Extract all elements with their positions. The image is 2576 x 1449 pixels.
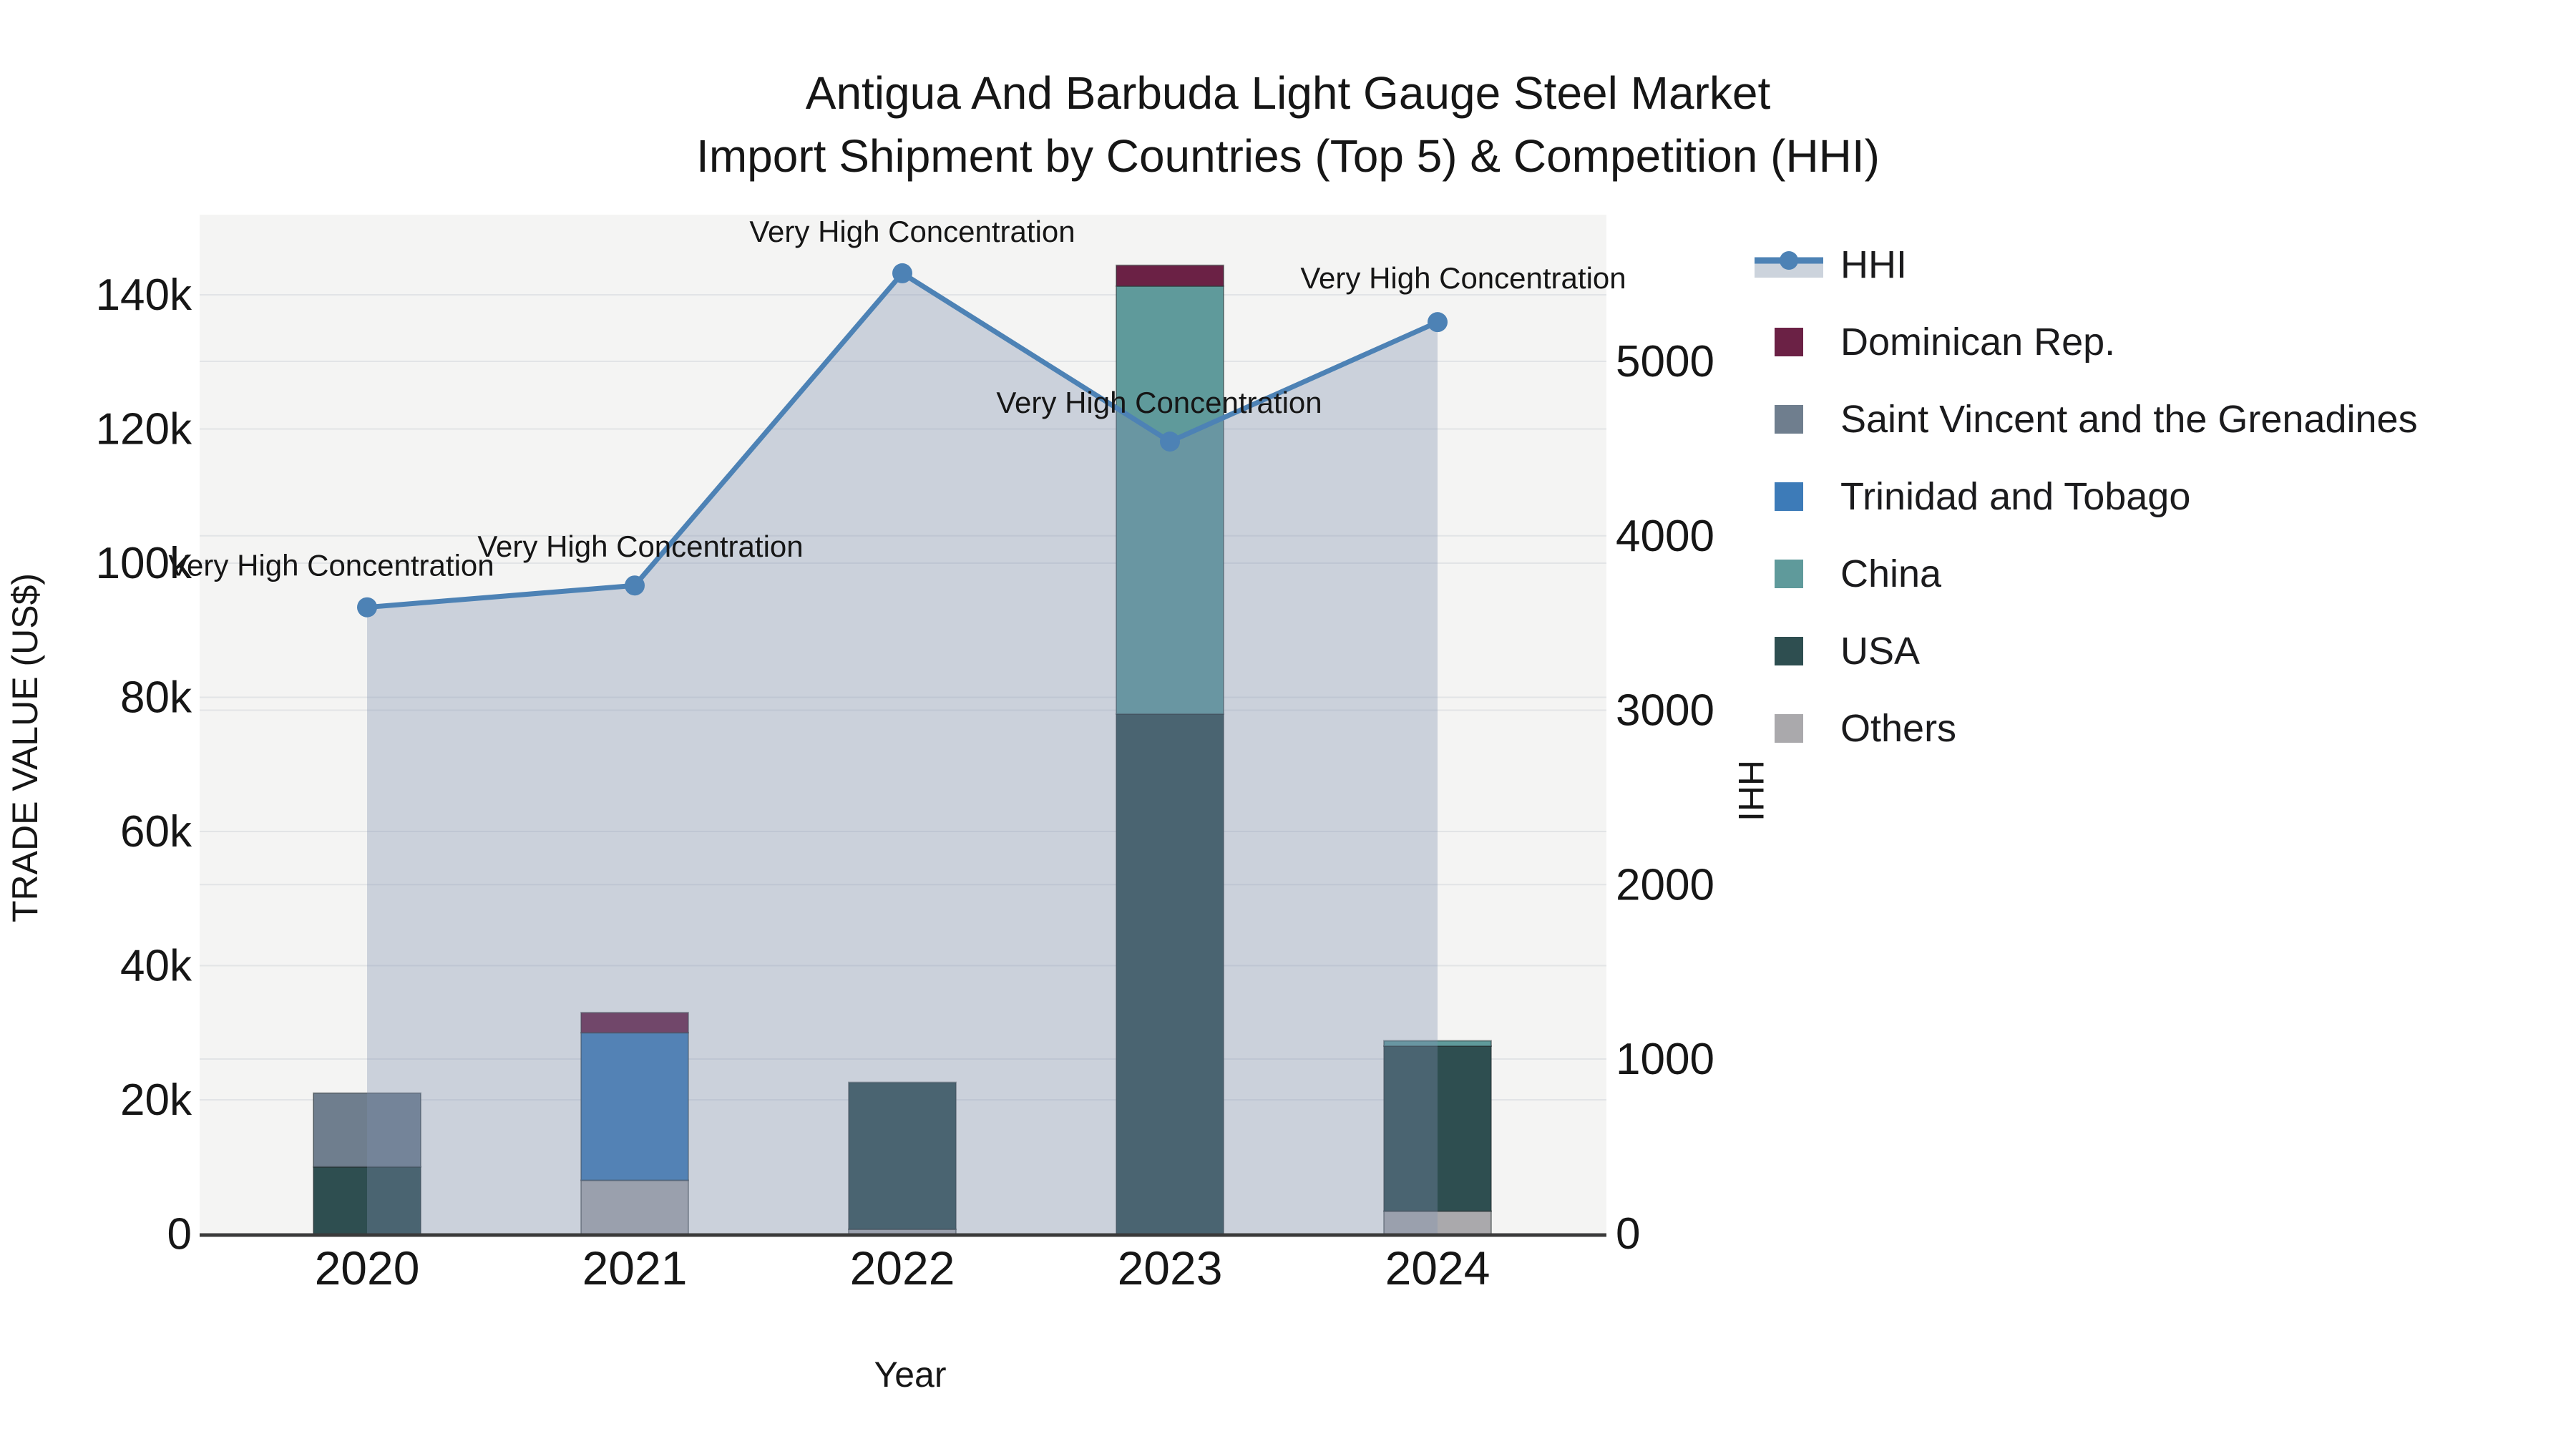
hhi-line-icon — [1755, 248, 1823, 282]
y-right-tick-0: 0 — [1616, 1209, 1640, 1259]
y-right-tick-4000: 4000 — [1616, 512, 1714, 561]
y-right-tick-5000: 5000 — [1616, 337, 1714, 386]
y-right-axis-title: HHI — [1731, 760, 1771, 821]
annotation-very-high-concentration-2021: Very High Concentration — [477, 530, 803, 563]
plot-background — [200, 215, 1606, 1235]
dominican-rep--color-swatch — [1775, 328, 1803, 356]
hhi-point-2023[interactable] — [1160, 431, 1180, 452]
annotation-very-high-concentration-2022: Very High Concentration — [749, 215, 1075, 248]
legend-item-trinidad-and-tobago[interactable]: Trinidad and Tobago — [1755, 458, 2418, 535]
x-axis-title: Year — [874, 1355, 946, 1395]
x-tick-2021: 2021 — [582, 1241, 688, 1294]
x-tick-2023: 2023 — [1118, 1241, 1223, 1294]
bar-segment-2023-dominican-rep-[interactable] — [1116, 264, 1224, 287]
hhi-point-2020[interactable] — [357, 597, 377, 618]
y-left-tick-40k: 40k — [120, 942, 192, 991]
y-right-tick-3000: 3000 — [1616, 686, 1714, 736]
bar-segment-2021-dominican-rep-[interactable] — [580, 1012, 689, 1034]
y-left-tick-140k: 140k — [96, 270, 192, 320]
legend-label-usa: USA — [1840, 630, 1921, 673]
y-left-tick-120k: 120k — [96, 405, 192, 454]
legend-label-trinidad-and-tobago: Trinidad and Tobago — [1840, 475, 2191, 518]
x-tick-2022: 2022 — [850, 1241, 955, 1294]
legend-item-saint-vincent-and-the-grenadines[interactable]: Saint Vincent and the Grenadines — [1755, 381, 2418, 458]
legend-item-others[interactable]: Others — [1755, 690, 2418, 767]
legend-label-others: Others — [1840, 707, 1957, 750]
others-swatch-icon — [1755, 711, 1823, 746]
legend-label-saint-vincent-and-the-grenadines: Saint Vincent and the Grenadines — [1840, 398, 2418, 441]
y-left-axis-title: TRADE VALUE (US$) — [5, 573, 45, 922]
chart-title-line1: Antigua And Barbuda Light Gauge Steel Ma… — [805, 67, 1771, 119]
saint-vincent-and-the-grenadines-swatch-icon — [1755, 402, 1823, 436]
trinidad-and-tobago-swatch-icon — [1755, 479, 1823, 514]
hhi-point-2021[interactable] — [625, 575, 645, 596]
bar-segment-2023-usa[interactable] — [1116, 713, 1224, 1235]
legend-label-dominican-rep-: Dominican Rep. — [1840, 321, 2116, 364]
saint-vincent-and-the-grenadines-color-swatch — [1775, 405, 1803, 434]
bar-segment-2022-usa[interactable] — [848, 1081, 957, 1230]
bar-segment-2024-usa[interactable] — [1383, 1045, 1492, 1212]
trinidad-and-tobago-color-swatch — [1775, 482, 1803, 511]
bar-segment-2020-saint-vincent-and-the-grenadines[interactable] — [313, 1092, 421, 1168]
bar-segment-2024-others[interactable] — [1383, 1210, 1492, 1235]
bar-segment-2020-usa[interactable] — [313, 1166, 421, 1235]
legend: HHI Dominican Rep. Saint Vincent and the G… — [1755, 226, 2418, 767]
china-swatch-icon — [1755, 557, 1823, 591]
y-left-tick-100k: 100k — [96, 539, 192, 588]
chart-title-line2: Import Shipment by Countries (Top 5) & C… — [696, 130, 1880, 182]
legend-label-china: China — [1840, 552, 1942, 595]
others-color-swatch — [1775, 714, 1803, 743]
x-tick-2024: 2024 — [1385, 1241, 1491, 1294]
annotation-very-high-concentration-2024: Very High Concentration — [1300, 261, 1626, 295]
y-left-tick-20k: 20k — [120, 1075, 192, 1125]
annotation-very-high-concentration-2023: Very High Concentration — [996, 386, 1322, 419]
y-right-tick-1000: 1000 — [1616, 1035, 1714, 1084]
y-left-tick-60k: 60k — [120, 807, 192, 857]
hhi-point-2024[interactable] — [1428, 312, 1448, 333]
legend-label-hhi: HHI — [1840, 243, 1907, 286]
x-tick-2020: 2020 — [315, 1241, 420, 1294]
y-left-tick-0: 0 — [167, 1210, 192, 1259]
hhi-area-fill — [367, 273, 1438, 1235]
hhi-point-2022[interactable] — [892, 263, 912, 283]
bar-segment-2024-china[interactable] — [1383, 1040, 1492, 1047]
legend-item-usa[interactable]: USA — [1755, 613, 2418, 690]
usa-swatch-icon — [1755, 634, 1823, 668]
y-right-tick-2000: 2000 — [1616, 860, 1714, 909]
y-left-tick-80k: 80k — [120, 673, 192, 723]
legend-item-china[interactable]: China — [1755, 535, 2418, 613]
annotation-very-high-concentration-2020: Very High Concentration — [168, 549, 494, 582]
bar-segment-2023-china[interactable] — [1116, 285, 1224, 715]
dominican-rep--swatch-icon — [1755, 325, 1823, 359]
chart-title: Antigua And Barbuda Light Gauge Steel Ma… — [0, 62, 2576, 187]
legend-item-dominican-rep-[interactable]: Dominican Rep. — [1755, 303, 2418, 381]
usa-color-swatch — [1775, 637, 1803, 665]
china-color-swatch — [1775, 560, 1803, 588]
legend-item-hhi[interactable]: HHI — [1755, 226, 2418, 303]
